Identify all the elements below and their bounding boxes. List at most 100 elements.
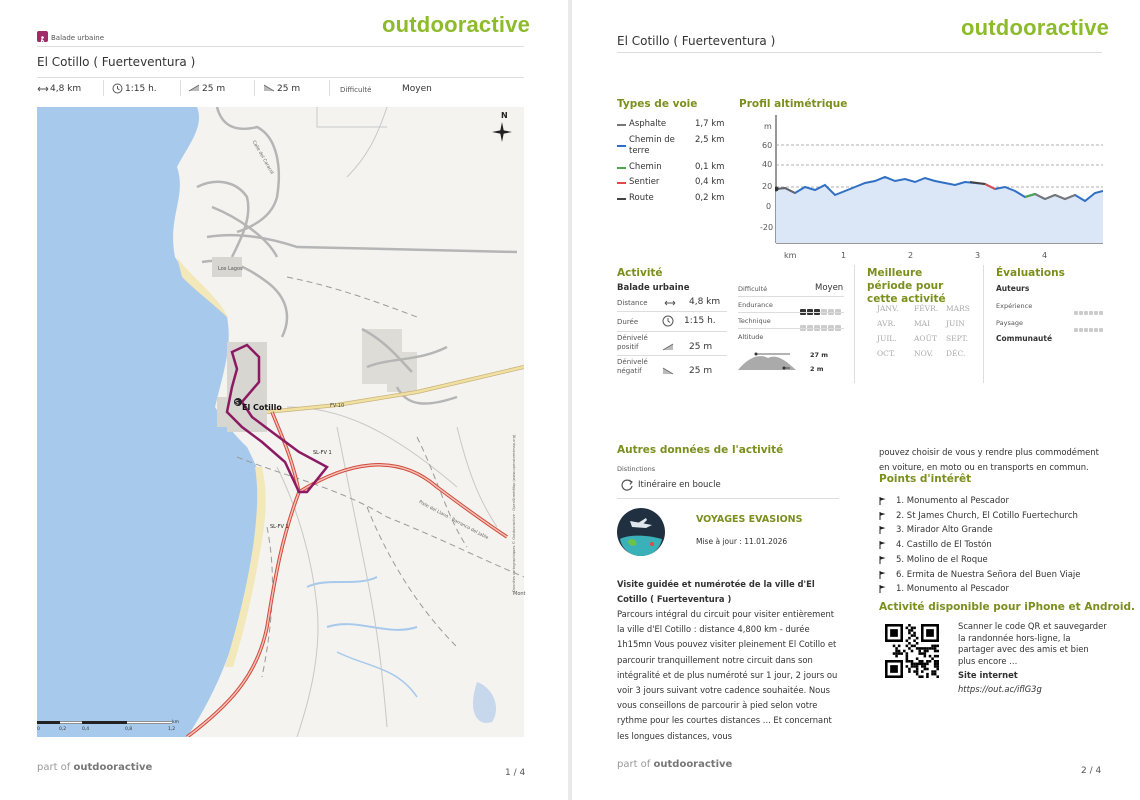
activity-type: Balade urbaine [617,283,690,293]
divider [854,265,855,383]
stat-ascent: 25 m [202,84,226,94]
north-label: N [501,111,508,120]
profile-x-tick: 2 [908,251,914,260]
profile-y-unit: m [764,122,772,131]
profile-heading: Profil altimétrique [739,98,848,110]
author-avatar[interactable] [616,507,666,557]
scale-tick: 1,2 [168,727,176,732]
route-map[interactable]: S [37,107,524,737]
map-mont-label: Mont [513,591,526,597]
scale-tick: 0,2 [59,727,67,732]
page-2: outdooractive El Cotillo ( Fuerteventura… [572,0,1140,800]
profile-x-tick: 4 [1042,251,1048,260]
month-label: DÉC. [946,349,966,358]
way-type-value: 1,7 km [695,119,725,129]
clock-icon [662,315,674,327]
altitude-label: Altitude [738,333,764,341]
profile-y-tick: 60 [762,141,773,150]
flag-icon [879,555,886,564]
month-label: NOV. [914,349,934,358]
page-number: 1 / 4 [505,768,526,778]
month-label: MAI [914,319,931,328]
way-type-name: Chemin de terre [629,135,675,156]
distance-label: Distance [617,299,648,307]
map-slfv1-label: SL-FV 1 [313,450,332,456]
compass-icon [492,122,512,142]
footer-brand: part of outdooractive [617,759,732,770]
map-los-lagos-label: Los Lagos [218,266,243,272]
app-heading: Activité disponible pour iPhone et Andro… [879,601,1135,613]
page-title: El Cotillo ( Fuerteventura ) [617,34,776,48]
poi-label: 1. Monumento al Pescador [896,496,1009,506]
divider [37,46,524,47]
season-heading: Meilleure période pour cette activité [867,267,946,305]
ratings-heading: Évaluations [996,267,1065,279]
map-slfv1-label: SL-FV 1 [270,524,289,530]
divider [180,80,181,96]
way-type-value: 0,1 km [695,162,725,172]
way-type-name: Route [629,193,654,203]
flag-icon [879,585,886,594]
poi-label: 4. Castillo de El Tostón [896,540,992,551]
activity-heading: Activité [617,267,663,279]
distance-icon [37,86,49,92]
duration-value: 1:15 h. [684,316,716,326]
duration-label: Durée [617,318,639,326]
legend-swatch [617,167,626,169]
legend-swatch [617,145,626,147]
site-label: Site internet [958,670,1018,680]
way-type-value: 0,4 km [695,177,725,187]
divider [617,311,727,312]
stat-distance: 4,8 km [50,84,82,94]
technique-rating [800,316,842,335]
experience-rating [1074,300,1104,319]
page-title: El Cotillo ( Fuerteventura ) [37,55,196,69]
loop-label: Itinéraire en boucle [638,480,721,490]
way-type-name: Chemin [629,162,662,172]
profile-y-tick: 0 [766,202,772,211]
distinctions-label: Distinctions [617,465,656,473]
distance-value: 4,8 km [689,297,721,307]
ascent-value: 25 m [689,342,713,352]
page-number: 2 / 4 [1081,766,1102,776]
legend-swatch [617,198,626,200]
footer-brand: part of outdooractive [37,762,152,773]
way-types-heading: Types de voie [617,98,698,110]
profile-x-tick: 1 [841,251,847,260]
month-label: MARS [946,304,970,313]
divider [254,80,255,96]
divider [329,80,330,96]
divider [103,80,104,96]
brand-logo: outdooractive [961,15,1110,40]
stat-duration: 1:15 h. [125,84,157,94]
divider [37,77,524,78]
ascent-label: Dénivelé positif [617,334,648,351]
scale-unit: km [172,720,179,725]
descent-value: 25 m [689,366,713,376]
qr-code[interactable] [885,624,939,678]
profile-y-tick: 40 [762,160,773,169]
ascent-icon [188,84,200,92]
month-label: AOÛT [914,334,937,343]
ascent-icon [662,343,674,351]
flag-icon [879,511,886,520]
footer-part-of: part of [37,762,71,773]
author-name[interactable]: VOYAGES EVASIONS [696,514,803,525]
app-text: Scanner le code QR et sauvegarder la ran… [958,621,1107,666]
altitude-max: 27 m [810,351,829,359]
divider [738,328,844,329]
descent-label: Dénivelé négatif [617,358,648,375]
scale-tick: 0,4 [82,727,90,732]
stat-difficulty: Moyen [402,84,432,94]
footer-brand-name: outdooractive [73,762,153,773]
divider [617,355,727,356]
map-fv10-label: FV-10 [330,403,345,409]
way-type-name: Asphalte [629,119,667,129]
profile-x-unit: km [784,251,797,260]
poi-list: 1. Monumento al Pescador 2. St James Chur… [879,496,1109,606]
site-link[interactable]: https://out.ac/iflG3g [958,684,1042,694]
month-label: JUIL. [877,334,897,343]
divider [738,312,844,313]
poi-label: 5. Molino de el Roque [896,554,988,565]
endurance-label: Endurance [738,301,773,309]
